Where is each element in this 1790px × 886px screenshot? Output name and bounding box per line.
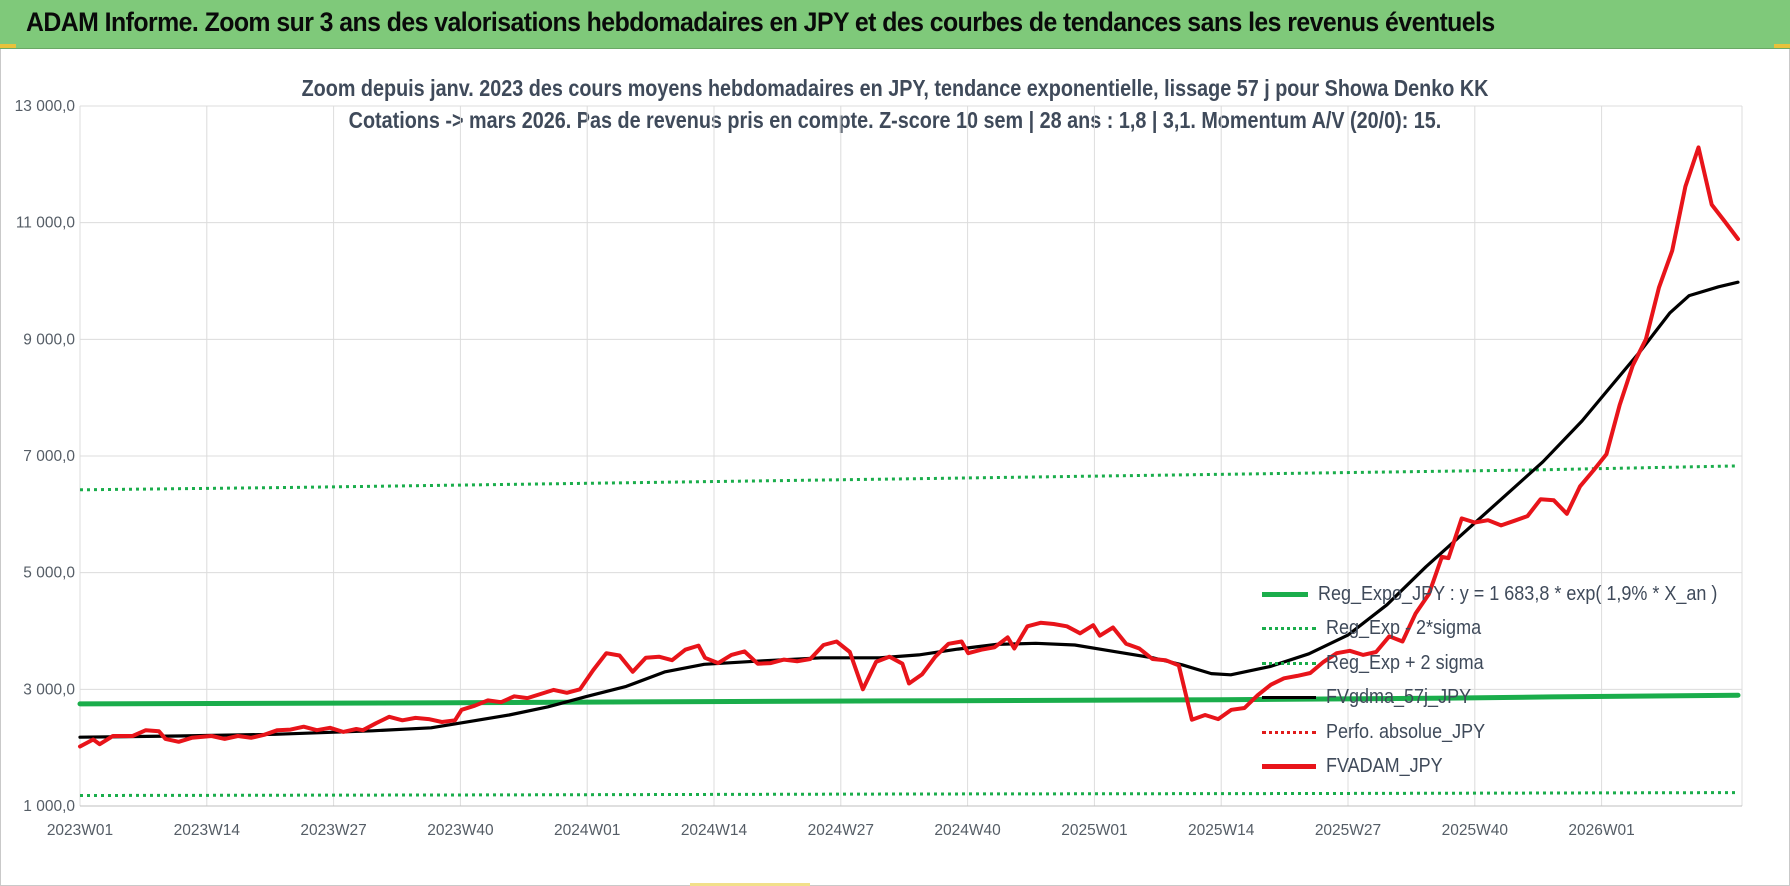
legend-item: FVgdma_57j_JPY bbox=[1262, 681, 1762, 716]
legend-swatch bbox=[1262, 661, 1316, 665]
banner-corner-left bbox=[0, 44, 16, 48]
banner-title: ADAM Informe. Zoom sur 3 ans des valoris… bbox=[26, 7, 1495, 37]
chart-title-line1: Zoom depuis janv. 2023 des cours moyens … bbox=[301, 75, 1489, 101]
x-tick-label: 2023W40 bbox=[427, 822, 494, 839]
x-tick-label: 2023W14 bbox=[174, 822, 241, 839]
x-tick-label: 2023W27 bbox=[300, 822, 366, 839]
x-tick-label: 2024W14 bbox=[681, 822, 748, 839]
x-tick-label: 2025W01 bbox=[1061, 822, 1127, 839]
x-tick-label: 2024W01 bbox=[554, 822, 620, 839]
y-tick-label: 7 000,0 bbox=[23, 448, 75, 465]
series-fvgdma-57j bbox=[78, 280, 1740, 739]
y-tick-label: 3 000,0 bbox=[23, 681, 75, 698]
x-tick-label: 2023W01 bbox=[47, 822, 113, 839]
legend-item: Reg_Exp - 2*sigma bbox=[1262, 612, 1762, 647]
legend-label: Reg_Exp + 2 sigma bbox=[1326, 651, 1484, 674]
x-tick-label: 2026W01 bbox=[1568, 822, 1634, 839]
y-tick-label: 5 000,0 bbox=[23, 565, 75, 582]
y-tick-label: 1 000,0 bbox=[23, 798, 75, 815]
chart-title: Zoom depuis janv. 2023 des cours moyens … bbox=[125, 72, 1664, 136]
legend-swatch bbox=[1262, 730, 1316, 734]
legend-label: Reg_Expo_JPY : y = 1 683,8 * exp( 1,9% *… bbox=[1318, 582, 1718, 605]
series-reg-minus-2sigma bbox=[79, 791, 1739, 797]
legend-label: Reg_Exp - 2*sigma bbox=[1326, 617, 1482, 640]
legend-item: Reg_Expo_JPY : y = 1 683,8 * exp( 1,9% *… bbox=[1262, 577, 1762, 612]
legend: Reg_Expo_JPY : y = 1 683,8 * exp( 1,9% *… bbox=[1262, 577, 1762, 784]
x-tick-label: 2025W40 bbox=[1442, 822, 1509, 839]
legend-label: FVgdma_57j_JPY bbox=[1326, 686, 1472, 709]
legend-swatch bbox=[1262, 627, 1316, 631]
y-tick-label: 13 000,0 bbox=[15, 98, 76, 115]
legend-label: FVADAM_JPY bbox=[1326, 755, 1443, 778]
legend-swatch bbox=[1262, 764, 1316, 770]
chart-title-line2: Cotations -> mars 2026. Pas de revenus p… bbox=[348, 107, 1442, 133]
legend-label: Perfo. absolue_JPY bbox=[1326, 720, 1486, 743]
legend-swatch bbox=[1262, 696, 1316, 700]
x-tick-label: 2024W40 bbox=[934, 822, 1001, 839]
series-reg-plus-2sigma bbox=[79, 464, 1739, 492]
y-tick-label: 9 000,0 bbox=[23, 331, 75, 348]
series-fvadam bbox=[78, 145, 1740, 749]
banner-corner-right bbox=[1774, 44, 1790, 48]
y-tick-label: 11 000,0 bbox=[16, 215, 76, 232]
legend-swatch bbox=[1262, 591, 1309, 597]
bottom-accent bbox=[690, 883, 810, 886]
legend-item: Reg_Exp + 2 sigma bbox=[1262, 646, 1762, 681]
x-tick-label: 2025W27 bbox=[1315, 822, 1381, 839]
x-tick-label: 2024W27 bbox=[808, 822, 874, 839]
banner: ADAM Informe. Zoom sur 3 ans des valoris… bbox=[0, 0, 1790, 49]
x-tick-label: 2025W14 bbox=[1188, 822, 1255, 839]
legend-item: FVADAM_JPY bbox=[1262, 750, 1762, 785]
legend-item: Perfo. absolue_JPY bbox=[1262, 715, 1762, 750]
